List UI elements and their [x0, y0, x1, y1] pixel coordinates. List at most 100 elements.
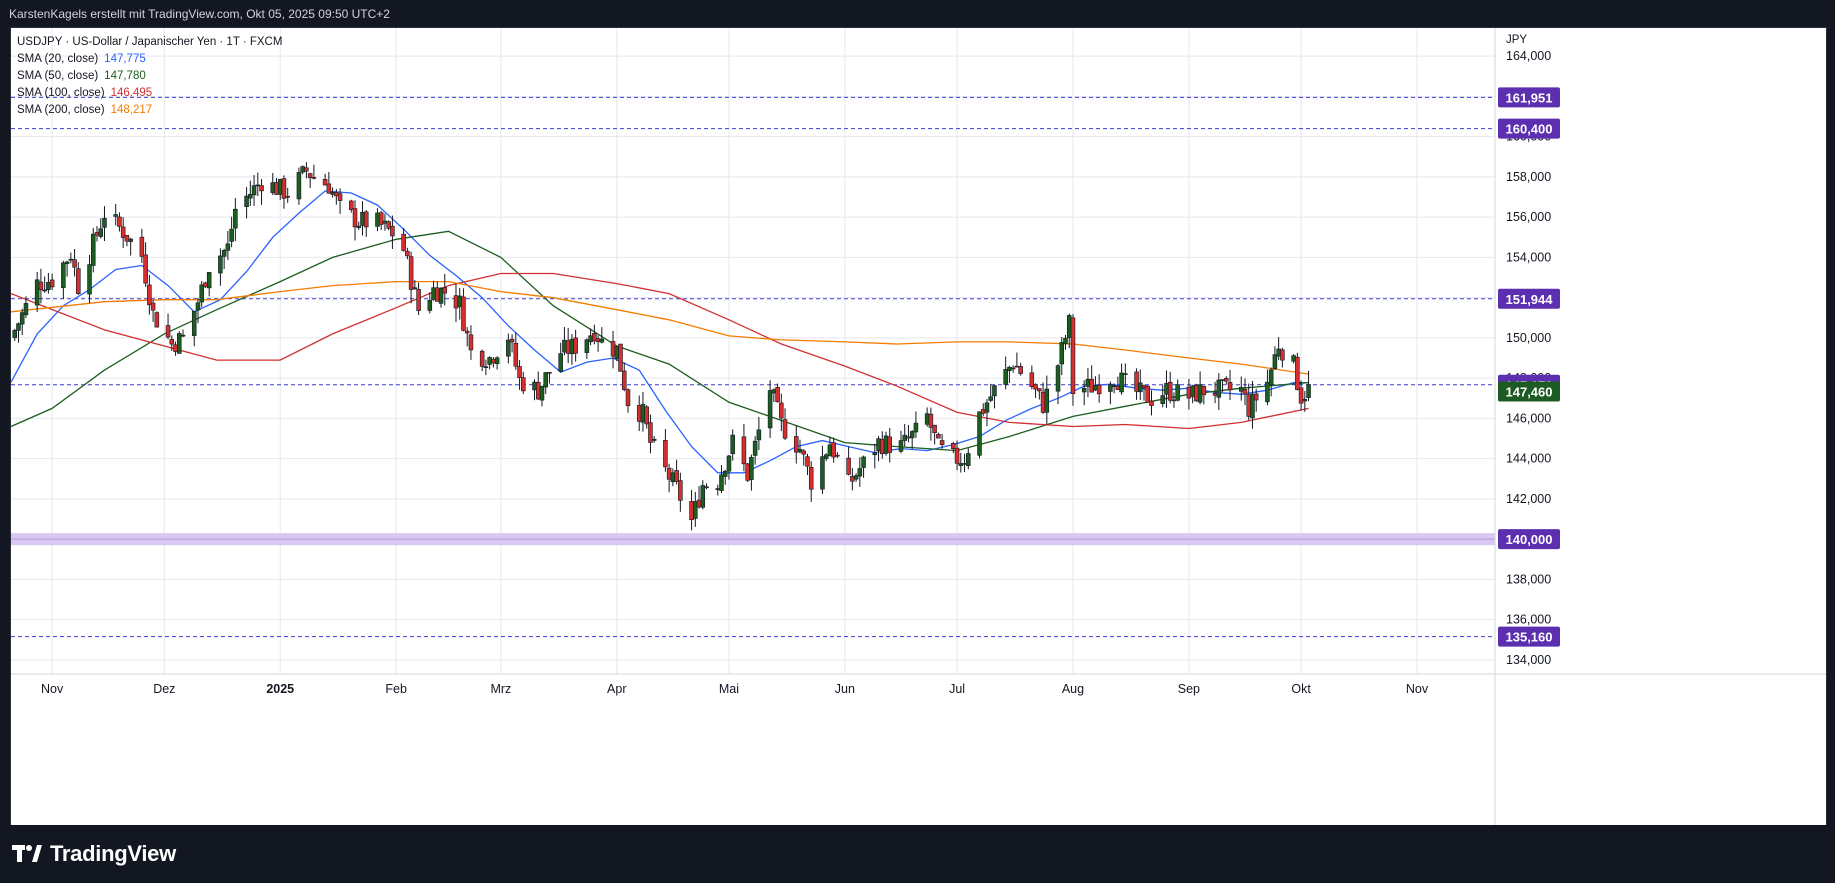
candle-down — [479, 350, 485, 367]
legend-sma-50[interactable]: SMA (50, close) 147,780 — [17, 70, 146, 82]
candle-up — [277, 179, 283, 195]
symbol-title[interactable]: USDJPY · US-Dollar / Japanischer Yen · 1… — [17, 36, 283, 48]
candle-up — [909, 431, 915, 439]
candle-down — [173, 344, 178, 352]
candle-down — [150, 302, 156, 311]
candle-up — [91, 233, 96, 266]
candle-down — [72, 259, 77, 268]
candle-down — [850, 476, 855, 482]
candle-up — [255, 184, 261, 187]
level-badge-label: 151,944 — [1506, 292, 1554, 307]
price-axis[interactable]: 164,000162,000160,000158,000156,000154,0… — [1506, 49, 1551, 667]
candle-up — [853, 475, 859, 480]
y-tick-label: 156,000 — [1506, 210, 1551, 224]
candle-up — [218, 255, 223, 274]
candle-down — [745, 463, 750, 481]
candle-down — [311, 177, 317, 179]
candle-up — [771, 389, 777, 394]
candle-down — [805, 456, 810, 467]
level-badge — [1498, 87, 1560, 108]
candle-down — [334, 191, 339, 197]
tradingview-logo[interactable]: TradingView — [12, 841, 176, 867]
candle-up — [1059, 342, 1065, 365]
candle-up — [19, 312, 25, 325]
candle-up — [1265, 381, 1270, 403]
candle-up — [670, 472, 676, 483]
price-chart[interactable]: 164,000162,000160,000158,000156,000154,0… — [11, 28, 1826, 825]
candle-up — [251, 185, 257, 196]
x-tick-label: Nov — [1406, 682, 1429, 696]
candle-down — [1037, 388, 1042, 392]
candle-down — [1298, 387, 1304, 404]
candle-down — [203, 282, 208, 288]
candle-up — [1272, 354, 1278, 370]
last-price-badge — [1498, 381, 1560, 402]
grid — [11, 28, 1495, 674]
candle-up — [588, 335, 593, 343]
candle-up — [767, 390, 773, 429]
candle-up — [1007, 366, 1012, 372]
candle-up — [992, 385, 997, 397]
candle-down — [846, 457, 851, 475]
candle-up — [191, 310, 197, 336]
candle-up — [225, 243, 231, 251]
candle-up — [857, 468, 863, 477]
candle-up — [1066, 315, 1072, 338]
candle-up — [195, 302, 201, 311]
candle-down — [880, 439, 885, 455]
candle-up — [749, 457, 754, 480]
x-tick-label: Mai — [719, 682, 739, 696]
candle-up — [34, 279, 40, 306]
candle-up — [876, 438, 881, 451]
candle-down — [304, 167, 309, 172]
candle-up — [719, 474, 724, 491]
support-badge — [1498, 529, 1560, 550]
candle-down — [1040, 391, 1046, 413]
candle-up — [360, 211, 365, 226]
attribution-text: KarstenKagels erstellt mit TradingView.c… — [9, 7, 390, 21]
y-tick-label: 158,000 — [1506, 170, 1551, 184]
legend-sma-100[interactable]: SMA (100, close) 146,495 — [17, 87, 153, 99]
time-axis[interactable]: Nov Dez 2025 Feb Mrz Apr Mai Jun Jul Aug Sep Okt Nov — [41, 682, 1429, 696]
legend-sma-200-value: 148,217 — [110, 104, 153, 116]
candle-up — [1164, 383, 1169, 395]
candle-up — [1220, 379, 1225, 381]
candle-down — [644, 406, 649, 425]
candle-up — [296, 172, 302, 200]
candle-down — [674, 470, 679, 482]
candle-down — [1227, 382, 1233, 391]
legend-sma-20[interactable]: SMA (20, close) 147,775 — [17, 53, 146, 65]
candle-down — [565, 340, 571, 354]
candle-down — [1149, 400, 1154, 406]
candle-down — [1070, 317, 1076, 394]
candle-down — [1194, 384, 1199, 402]
candle-down — [259, 185, 264, 192]
candle-up — [438, 288, 444, 304]
candle-up — [820, 456, 825, 490]
candle-down — [401, 233, 406, 251]
candle-down — [592, 333, 597, 342]
candle-down — [143, 254, 148, 284]
candle-down — [322, 178, 328, 186]
candle-up — [1093, 385, 1098, 391]
candle-up — [1302, 398, 1308, 402]
horizontal-levels[interactable] — [11, 96, 1495, 638]
candle-down — [535, 381, 541, 400]
candle-down — [435, 287, 440, 302]
candle-up — [23, 303, 29, 316]
candle-down — [442, 287, 448, 294]
candle-down — [808, 466, 814, 490]
candle-up — [1003, 369, 1008, 385]
candle-up — [872, 452, 878, 456]
candle-down — [1096, 384, 1102, 395]
chart-pane[interactable]: 164,000162,000160,000158,000156,000154,0… — [10, 27, 1827, 826]
candle-up — [532, 381, 537, 391]
candle-down — [1201, 385, 1207, 396]
candle-down — [932, 424, 937, 433]
candle-down — [154, 312, 160, 328]
candle-down — [509, 338, 515, 343]
legend-sma-200[interactable]: SMA (200, close) 148,217 — [17, 104, 153, 116]
chart-legend: USDJPY · US-Dollar / Japanischer Yen · 1… — [17, 34, 282, 119]
candle-down — [349, 200, 354, 210]
candle-down — [1280, 349, 1285, 361]
